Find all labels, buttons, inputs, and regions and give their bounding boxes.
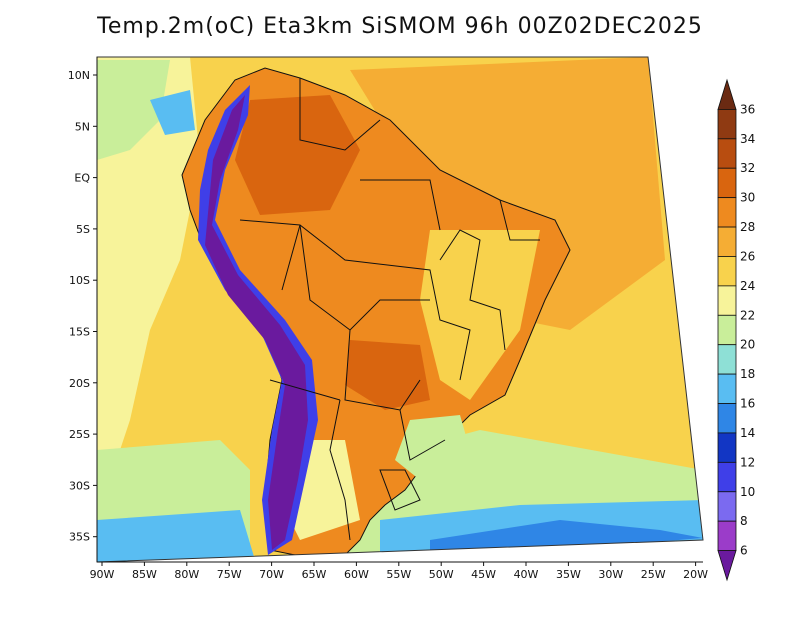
andes-core — [205, 95, 308, 550]
map-domain — [97, 57, 703, 562]
colorbar-label: 16 — [740, 397, 755, 411]
lon-label: 35W — [556, 568, 581, 581]
lat-label: 10S — [69, 274, 90, 287]
longitude-labels: 90W 85W 80W 75W 70W 65W 60W 55W 50W 45W 40W 35W 30W 2… — [90, 562, 708, 581]
lon-label: 65W — [302, 568, 327, 581]
lat-label: 30S — [69, 479, 90, 492]
lon-label: 20W — [683, 568, 708, 581]
colorbar-label: 36 — [740, 102, 755, 116]
lon-label: 40W — [514, 568, 539, 581]
colorbar-label: 32 — [740, 161, 755, 175]
colorbar-label: 10 — [740, 485, 755, 499]
south-pacific-blue-band — [97, 510, 255, 562]
colorbar-bin — [717, 432, 737, 463]
lon-label: 75W — [217, 568, 242, 581]
colorbar-label: 12 — [740, 455, 755, 469]
colorbar-label: 24 — [740, 279, 755, 293]
atlantic-warm-region — [350, 57, 665, 330]
lon-label: 90W — [90, 568, 115, 581]
colorbar-bin — [717, 78, 737, 110]
lon-label: 85W — [132, 568, 157, 581]
colorbar-bin — [717, 550, 737, 582]
colorbar-bin — [717, 109, 737, 140]
colorbar-bin — [717, 314, 737, 346]
lat-label: 25S — [69, 428, 90, 441]
colorbar-bin — [717, 461, 737, 493]
colorbar-bin — [717, 138, 737, 169]
lat-label: 20S — [69, 377, 90, 390]
lat-label: 5N — [75, 120, 90, 133]
colorbar-bin — [717, 197, 737, 228]
colorbar-bin — [717, 520, 737, 551]
land-hot-core — [235, 95, 360, 215]
lat-label: 35S — [69, 531, 90, 544]
colorbar-label: 14 — [740, 426, 755, 440]
lon-label: 45W — [471, 568, 496, 581]
lon-label: 80W — [174, 568, 199, 581]
lat-label: 10N — [68, 69, 90, 82]
lon-label: 50W — [429, 568, 454, 581]
colorbar-label: 28 — [740, 220, 755, 234]
colorbar-bin — [717, 226, 737, 257]
lon-label: 30W — [598, 568, 623, 581]
pacific-cold-region — [97, 60, 170, 160]
colorbar-bin — [717, 256, 737, 287]
colorbar-label: 22 — [740, 308, 755, 322]
colorbar-bin — [717, 285, 737, 316]
colorbar-bin — [717, 491, 737, 522]
colorbar-bin — [717, 373, 737, 404]
pacific-cool-region — [97, 57, 200, 500]
map-title: Temp.2m(oC) Eta3km SiSMOM 96h 00Z02DEC20… — [97, 14, 703, 39]
colorbar-label: 8 — [740, 514, 748, 528]
lat-label: 15S — [69, 326, 90, 339]
pacific-blue-spot — [150, 90, 195, 135]
country-borders — [239, 78, 540, 541]
land-hot-south — [345, 340, 430, 410]
colorbar-bin — [717, 167, 737, 199]
land-east-warm — [420, 230, 540, 400]
colorbar-label: 6 — [740, 544, 748, 558]
lon-label: 70W — [259, 568, 284, 581]
lat-label: 5S — [76, 223, 90, 236]
colorbar-label: 30 — [740, 191, 755, 205]
colorbar-label: 34 — [740, 132, 755, 146]
colorbar-label: 18 — [740, 367, 755, 381]
colorbar: 36 34 32 30 28 26 24 22 20 18 16 14 12 10 8 6 — [717, 78, 755, 582]
latitude-labels: 10N 5N EQ 5S 10S 15S 20S 25S 30S 35S — [68, 69, 97, 544]
lon-label: 25W — [641, 568, 666, 581]
colorbar-bin — [717, 403, 737, 434]
colorbar-label: 20 — [740, 338, 755, 352]
colorbar-bin — [717, 344, 737, 375]
lon-label: 60W — [344, 568, 369, 581]
lon-label: 55W — [386, 568, 411, 581]
lat-label: EQ — [74, 172, 90, 185]
colorbar-label: 26 — [740, 249, 755, 263]
